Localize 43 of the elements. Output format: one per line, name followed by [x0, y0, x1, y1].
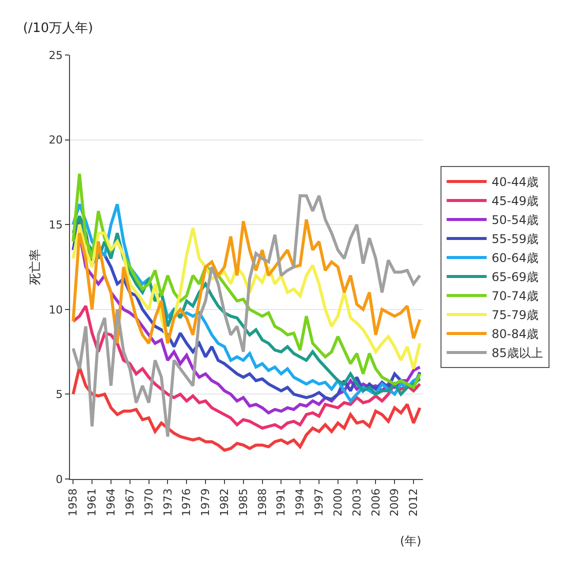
legend-label: 60-64歳: [492, 251, 539, 266]
x-tick-label: 2012: [407, 488, 420, 516]
legend-label: 80-84歳: [492, 327, 539, 342]
x-tick-label: 2000: [331, 488, 344, 516]
y-tick-label: 15: [48, 218, 63, 232]
line-series: [72, 172, 422, 389]
x-tick-label: 1961: [86, 488, 99, 516]
legend-label: 65-69歳: [492, 270, 539, 284]
x-tick-label: 2006: [369, 488, 382, 516]
x-tick-label: 1967: [123, 488, 136, 516]
x-tick-label: 1973: [161, 488, 174, 516]
x-tick-label: 1994: [294, 488, 307, 516]
x-tick-label: 1976: [180, 488, 194, 516]
y-tick-label: 0: [56, 472, 63, 486]
x-tick-label: 1958: [66, 488, 80, 516]
x-tick-label: 1979: [199, 488, 212, 516]
x-tick-label: 1970: [142, 488, 156, 516]
line-series: [72, 218, 422, 345]
legend-label: 75-79歳: [492, 308, 539, 322]
y-tick-label: 25: [48, 48, 63, 62]
x-tick-label: 1964: [104, 488, 118, 516]
x-axis-title: (年): [400, 534, 422, 548]
x-tick-label: 2003: [350, 488, 364, 516]
legend-label: 40-44歳: [492, 175, 539, 190]
legend-label: 85歳以上: [492, 346, 543, 360]
legend-label: 55-59歳: [492, 232, 539, 246]
y-tick-label: 5: [56, 388, 63, 402]
x-tick-label: 1991: [274, 488, 288, 516]
y-tick-label: 10: [48, 303, 63, 316]
y-axis-title: 死亡率: [28, 249, 42, 285]
x-tick-label: 2009: [388, 488, 402, 516]
line-series: [72, 194, 422, 438]
text: (/10万人年): [23, 21, 94, 36]
x-tick-label: 1997: [312, 488, 326, 516]
x-tick-label: 1988: [256, 488, 269, 516]
line-series: [72, 223, 422, 370]
x-tick-label: 1985: [236, 488, 250, 516]
legend-label: 45-49歳: [492, 194, 539, 208]
legend-label: 70-74歳: [492, 289, 539, 304]
legend-label: 50-54歳: [492, 213, 539, 228]
line-series: [72, 366, 422, 452]
x-tick-label: 1982: [218, 488, 232, 516]
y-tick-label: 20: [48, 134, 63, 147]
